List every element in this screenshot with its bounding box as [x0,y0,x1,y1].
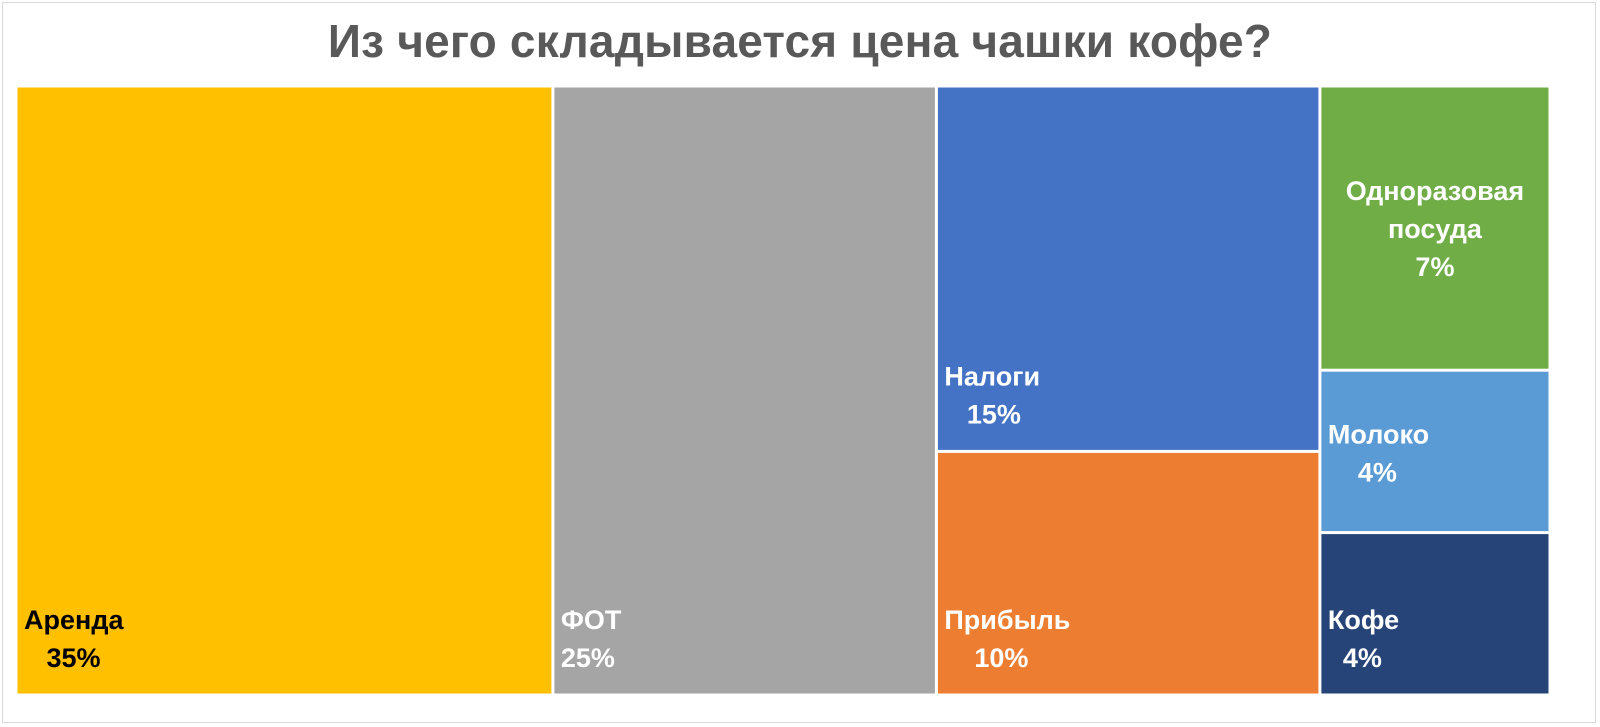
tile-value: 25% [561,643,615,673]
tile-rect-7 [1321,534,1549,694]
treemap-tile-3: Налоги 15% [937,87,1319,450]
tile-name: Кофе [1328,605,1399,635]
tile-name: Аренда [24,605,124,635]
tile-value: 4% [1358,457,1397,487]
tile-label-2: ФОТ 25% [561,605,622,673]
tile-value: 10% [974,643,1028,673]
tile-label-6: Молоко 4% [1328,419,1429,487]
treemap-tile-5: Одноразовая посуда 7% [1321,87,1549,369]
tile-name: Налоги [944,361,1040,391]
tile-rect-1 [17,87,552,694]
tile-label-7: Кофе 4% [1328,605,1399,673]
treemap-tile-1: Аренда 35% [17,87,552,694]
tile-name: Молоко [1328,419,1429,449]
treemap-tile-2: ФОТ 25% [554,87,935,694]
tile-label-5: Одноразовая посуда 7% [1346,176,1524,282]
treemap-tile-7: Кофе 4% [1321,534,1549,694]
treemap-tile-4: Прибыль 10% [937,452,1319,694]
tile-name: ФОТ [561,605,622,635]
tile-rect-6 [1321,371,1549,532]
tile-name: Одноразовая [1346,176,1524,206]
tile-name: Прибыль [944,605,1070,635]
tile-value: 35% [47,643,101,673]
tile-name: посуда [1388,214,1483,244]
tile-value: 4% [1343,643,1382,673]
tile-label-4: Прибыль 10% [944,605,1070,673]
tile-value: 7% [1415,252,1454,282]
chart-title: Из чего складывается цена чашки кофе? [327,15,1273,67]
tile-label-3: Налоги 15% [944,361,1040,429]
treemap-tile-6: Молоко 4% [1321,371,1549,532]
tile-rect-4 [937,452,1319,694]
tile-label-1: Аренда 35% [24,605,124,673]
tile-value: 15% [967,399,1021,429]
tile-rect-5 [1321,87,1549,369]
tile-rect-2 [554,87,935,694]
tile-rect-3 [937,87,1319,450]
